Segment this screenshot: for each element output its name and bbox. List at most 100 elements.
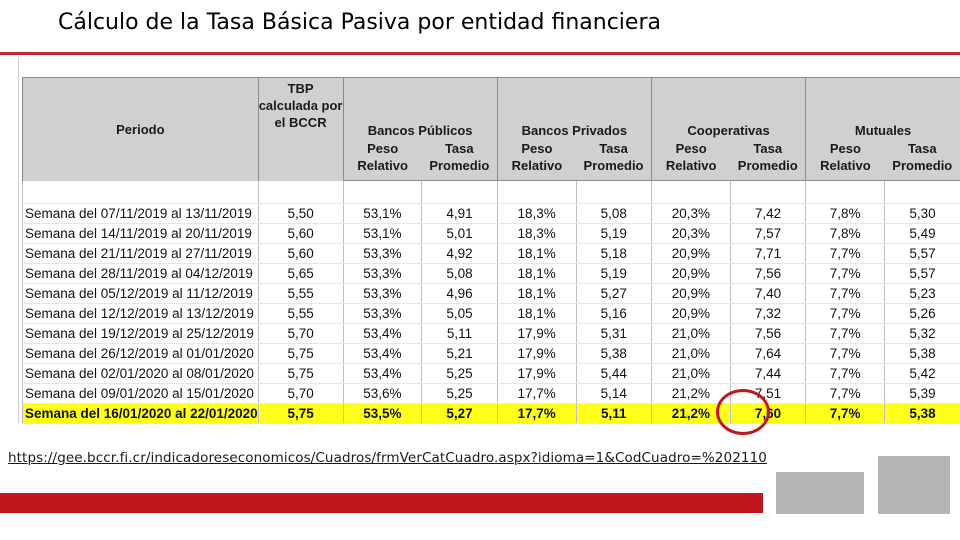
cell-value: 7,7% — [805, 243, 885, 264]
cell-value: 7,7% — [805, 363, 885, 384]
cell-value: 5,75 — [257, 363, 343, 384]
cell-value: 17,7% — [496, 383, 577, 404]
cell-value: 21,2% — [650, 403, 731, 424]
cell-value: 5,08 — [421, 263, 498, 284]
cell-value: 53,3% — [342, 283, 422, 304]
cell-value: 7,40 — [729, 283, 806, 304]
cell-period: Semana del 07/11/2019 al 13/11/2019 — [22, 203, 259, 224]
cell-value: 5,60 — [257, 223, 343, 244]
table-row: Semana del 21/11/2019 al 27/11/2019 5,60 5… — [22, 243, 960, 264]
cell-value: 4,92 — [421, 243, 498, 264]
cell-value: 5,60 — [257, 243, 343, 264]
table-row: Semana del 02/01/2020 al 08/01/2020 5,75 5… — [22, 363, 960, 384]
table-row: Semana del 12/12/2019 al 13/12/2019 5,55 5… — [22, 303, 960, 324]
subheader-rate: Tasa Promedio — [421, 140, 498, 181]
cell-value: 5,38 — [884, 403, 960, 424]
cell-value: 5,42 — [884, 363, 960, 384]
cell-value: 18,3% — [496, 203, 577, 224]
cell-value: 17,7% — [496, 403, 577, 424]
table-spacer-row — [22, 180, 960, 204]
cell-value: 7,64 — [729, 343, 806, 364]
cell-value: 5,21 — [421, 343, 498, 364]
cell-value: 4,96 — [421, 283, 498, 304]
cell-value: 5,23 — [884, 283, 960, 304]
cell-value: 5,08 — [575, 203, 652, 224]
cell-value: 17,9% — [496, 343, 577, 364]
cell-value: 5,57 — [884, 243, 960, 264]
table-row: Semana del 14/11/2019 al 20/11/2019 5,60 5… — [22, 223, 960, 244]
cell-value: 5,11 — [421, 323, 498, 344]
cell-value: 20,3% — [650, 223, 731, 244]
cell-value: 7,7% — [805, 283, 885, 304]
highlight-circle — [716, 389, 770, 435]
footer-gray-block — [776, 472, 864, 514]
cell-period: Semana del 19/12/2019 al 25/12/2019 — [22, 323, 259, 344]
cell-value: 18,1% — [496, 283, 577, 304]
cell-value: 5,27 — [575, 283, 652, 304]
cell-value: 53,3% — [342, 263, 422, 284]
cell-value: 5,05 — [421, 303, 498, 324]
cell-value: 17,9% — [496, 323, 577, 344]
subheader-weight: Peso Relativo — [650, 140, 731, 181]
cell-value: 5,30 — [884, 203, 960, 224]
subheader-weight: Peso Relativo — [496, 140, 577, 181]
cell-period: Semana del 14/11/2019 al 20/11/2019 — [22, 223, 259, 244]
cell-period: Semana del 21/11/2019 al 27/11/2019 — [22, 243, 259, 264]
header-period: Periodo — [22, 77, 259, 181]
cell-value: 18,1% — [496, 303, 577, 324]
cell-value: 18,3% — [496, 223, 577, 244]
cell-value: 5,01 — [421, 223, 498, 244]
cell-value: 53,1% — [342, 223, 422, 244]
cell-value: 21,0% — [650, 363, 731, 384]
cell-value: 5,16 — [575, 303, 652, 324]
cell-value: 7,57 — [729, 223, 806, 244]
cell-value: 5,38 — [884, 343, 960, 364]
cell-value: 7,8% — [805, 203, 885, 224]
cell-value: 53,4% — [342, 363, 422, 384]
subheader-rate: Tasa Promedio — [730, 140, 806, 181]
table-row: Semana del 05/12/2019 al 11/12/2019 5,55 5… — [22, 283, 960, 304]
subheader-weight: Peso Relativo — [805, 140, 885, 181]
cell-value: 7,56 — [729, 263, 806, 284]
subheader-weight: Peso Relativo — [342, 140, 422, 181]
header-group-bancos-privados: Bancos Privados — [496, 77, 652, 140]
header-tbp: TBP calculada por el BCCR — [257, 77, 343, 181]
cell-value: 53,1% — [342, 203, 422, 224]
cell-value: 20,9% — [650, 283, 731, 304]
cell-value: 5,18 — [575, 243, 652, 264]
cell-value: 7,7% — [805, 303, 885, 324]
cell-value: 53,4% — [342, 343, 422, 364]
cell-value: 5,39 — [884, 383, 960, 404]
cell-value: 18,1% — [496, 263, 577, 284]
cell-value: 7,32 — [729, 303, 806, 324]
cell-value: 5,75 — [257, 343, 343, 364]
cell-value: 7,8% — [805, 223, 885, 244]
cell-value: 5,65 — [257, 263, 343, 284]
cell-value: 18,1% — [496, 243, 577, 264]
cell-value: 21,2% — [650, 383, 731, 404]
source-link[interactable]: https://gee.bccr.fi.cr/indicadoreseconom… — [8, 450, 767, 466]
cell-period: Semana del 05/12/2019 al 11/12/2019 — [22, 283, 259, 304]
cell-value: 5,14 — [575, 383, 652, 404]
title-divider — [0, 52, 960, 55]
cell-value: 7,42 — [729, 203, 806, 224]
cell-value: 5,26 — [884, 303, 960, 324]
cell-value: 5,57 — [884, 263, 960, 284]
header-group-mutuales: Mutuales — [805, 77, 960, 140]
cell-value: 53,6% — [342, 383, 422, 404]
cell-value: 53,4% — [342, 323, 422, 344]
tbp-table: Periodo TBP calculada por el BCCR Bancos… — [22, 77, 960, 424]
subheader-rate: Tasa Promedio — [884, 140, 960, 181]
cell-value: 5,19 — [575, 223, 652, 244]
subheader-rate: Tasa Promedio — [576, 140, 652, 181]
cell-value: 7,56 — [729, 323, 806, 344]
footer-red-bar — [0, 493, 763, 513]
footer-gray-block — [878, 456, 950, 514]
table-row: Semana del 26/12/2019 al 01/01/2020 5,75 5… — [22, 343, 960, 364]
cell-value: 5,55 — [257, 283, 343, 304]
cell-value: 20,9% — [650, 243, 731, 264]
cell-value: 5,32 — [884, 323, 960, 344]
cell-value: 21,0% — [650, 343, 731, 364]
header-group-cooperativas: Cooperativas — [650, 77, 806, 140]
sheet-gridline — [18, 57, 19, 423]
